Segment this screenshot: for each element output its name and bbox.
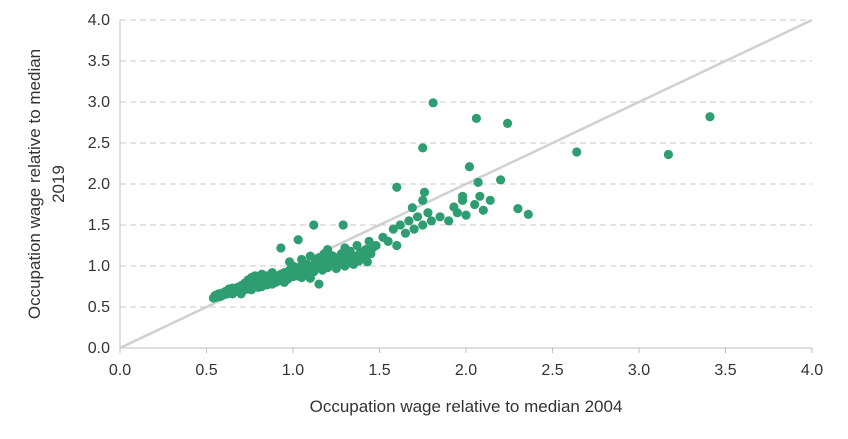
- data-point: [326, 250, 336, 260]
- data-point: [309, 220, 319, 230]
- data-point: [395, 220, 405, 230]
- x-tick-label: 1.5: [368, 362, 390, 379]
- data-point: [367, 243, 378, 253]
- data-point: [444, 216, 454, 226]
- data-point: [418, 143, 428, 153]
- data-point: [473, 177, 483, 187]
- data-point: [423, 208, 433, 218]
- x-tick-label: 2.0: [455, 362, 477, 379]
- y-tick-label: 1.5: [88, 217, 110, 234]
- data-point: [419, 187, 430, 197]
- data-point: [236, 289, 246, 299]
- data-point: [407, 203, 417, 213]
- gridlines: [120, 19, 812, 308]
- y-tick-label: 3.5: [88, 53, 110, 70]
- y-tick-label: 4.0: [88, 12, 110, 29]
- data-point: [475, 191, 485, 201]
- data-point: [418, 220, 428, 230]
- y-tick-label: 2.0: [88, 176, 110, 193]
- y-tick-label: 0.5: [88, 299, 110, 316]
- axes: [119, 20, 813, 353]
- data-point: [502, 118, 513, 128]
- x-tick-label: 4.0: [801, 362, 823, 379]
- data-point: [392, 182, 402, 192]
- x-tick-label: 0.0: [109, 362, 131, 379]
- x-tick-label: 1.0: [282, 362, 304, 379]
- x-tick-label: 3.0: [628, 362, 650, 379]
- y-tick-label: 2.5: [88, 135, 110, 152]
- data-point: [293, 235, 303, 245]
- data-point: [461, 210, 471, 220]
- data-point: [523, 209, 533, 219]
- data-points: [208, 98, 715, 303]
- data-point: [383, 236, 393, 246]
- data-point: [572, 147, 582, 157]
- data-point: [426, 216, 436, 226]
- data-point: [513, 204, 523, 214]
- data-point: [409, 224, 419, 234]
- x-axis-title: Occupation wage relative to median 2004: [310, 397, 623, 416]
- data-point: [428, 98, 438, 108]
- data-point: [485, 195, 495, 205]
- data-point: [335, 254, 345, 264]
- data-point: [400, 228, 411, 238]
- y-tick-label: 3.0: [88, 94, 110, 111]
- y-axis-title: Occupation wage relative to median 2019: [25, 49, 68, 319]
- y-tick-label: 0.0: [88, 340, 110, 357]
- data-point: [338, 220, 348, 230]
- data-point: [404, 216, 414, 226]
- data-point: [705, 112, 715, 122]
- data-point: [464, 162, 475, 172]
- data-point: [418, 195, 428, 205]
- data-point: [246, 285, 257, 295]
- data-point: [281, 268, 291, 278]
- data-point: [471, 113, 481, 123]
- data-point: [470, 199, 480, 210]
- data-point: [264, 278, 274, 288]
- x-tick-labels: 0.0 0.5 1.0 1.5 2.0 2.5 3.0 3.5 4.0: [109, 362, 823, 379]
- data-point: [276, 243, 286, 253]
- data-point: [355, 247, 366, 257]
- data-point: [345, 252, 355, 262]
- data-point: [300, 262, 310, 272]
- data-point: [457, 191, 468, 201]
- data-point: [478, 205, 488, 215]
- x-tick-label: 0.5: [195, 362, 217, 379]
- y-tick-labels: 0.0 0.5 1.0 1.5 2.0 2.5 3.0 3.5 4.0: [88, 12, 110, 357]
- data-point: [663, 149, 674, 160]
- x-tick-label: 3.5: [714, 362, 736, 379]
- data-point: [316, 254, 326, 265]
- y-axis-title-line-2: 2019: [49, 165, 68, 203]
- data-point: [362, 257, 372, 267]
- data-point: [496, 175, 506, 185]
- data-point: [392, 240, 402, 251]
- x-tick-label: 2.5: [541, 362, 563, 379]
- data-point: [412, 212, 423, 222]
- data-point: [314, 279, 324, 289]
- y-axis-title-line-1: Occupation wage relative to median: [25, 49, 44, 319]
- y-tick-label: 1.0: [88, 258, 110, 275]
- data-point: [435, 212, 445, 222]
- data-point: [388, 224, 398, 234]
- data-point: [452, 208, 462, 218]
